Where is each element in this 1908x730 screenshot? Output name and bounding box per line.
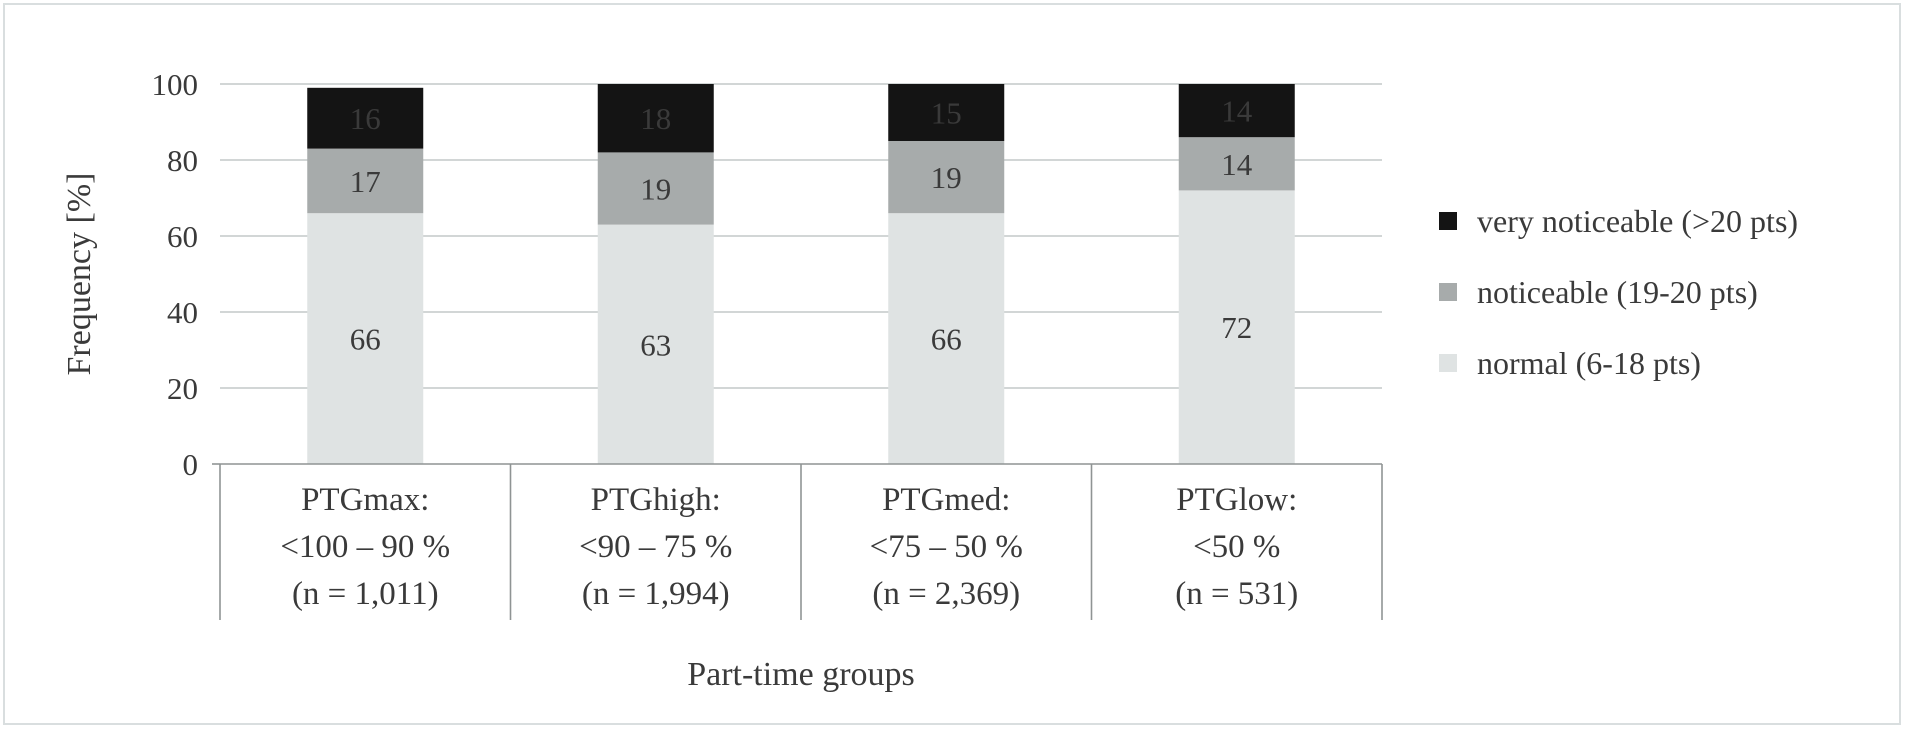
- legend-swatch: [1439, 354, 1457, 372]
- bar-segment-3: [1178, 84, 1295, 138]
- bar-segment-3: [307, 87, 424, 149]
- bar-value-label: 63: [640, 327, 671, 362]
- legend-label: very noticeable (>20 pts): [1477, 203, 1798, 239]
- stacked-bar-chart: 0 20 40 60 80 100 Frequency [%] 66 17 16 63 19 18 66 1…: [61, 67, 1798, 693]
- bar-segment-1: [597, 224, 714, 464]
- x-category-label: (n = 1,994): [582, 576, 730, 612]
- bar-segment-1: [307, 213, 424, 464]
- bar-value-label: 66: [350, 322, 381, 357]
- x-category-label: (n = 1,011): [292, 576, 439, 612]
- legend-label: normal (6-18 pts): [1477, 345, 1701, 381]
- x-category-label: PTGmed:: [882, 482, 1010, 518]
- x-category-label: PTGmax:: [301, 482, 429, 518]
- x-category-label: <75 – 50 %: [870, 529, 1023, 565]
- legend-swatch: [1439, 212, 1457, 230]
- y-tick-label: 80: [167, 143, 198, 178]
- bar-segment-2: [307, 148, 424, 214]
- y-tick-label: 40: [167, 295, 198, 330]
- x-axis-title: Part-time groups: [687, 656, 915, 693]
- bar-segment-1: [888, 213, 1005, 464]
- legend-label: noticeable (19-20 pts): [1477, 274, 1758, 310]
- y-tick-label: 100: [152, 67, 199, 102]
- bar-value-label: 19: [640, 172, 671, 207]
- y-tick-label: 60: [167, 219, 198, 254]
- bar-value-label: 15: [931, 96, 962, 131]
- x-category-label: <90 – 75 %: [579, 529, 732, 565]
- bar-segment-1: [1178, 190, 1295, 464]
- x-category-label: <50 %: [1193, 529, 1280, 565]
- bar-value-label: 14: [1221, 147, 1253, 182]
- bar-value-label: 16: [350, 101, 381, 136]
- y-axis-title: Frequency [%]: [61, 173, 98, 376]
- bar-value-label: 66: [931, 322, 962, 357]
- bar-value-label: 19: [931, 160, 962, 195]
- bar-segment-2: [888, 141, 1005, 214]
- x-category-label: <100 – 90 %: [280, 529, 450, 565]
- y-tick-label: 0: [183, 447, 199, 482]
- x-category-label: (n = 2,369): [872, 576, 1020, 612]
- bar-value-label: 72: [1221, 310, 1252, 345]
- x-category-label: (n = 531): [1175, 576, 1298, 612]
- x-category-label: PTGlow:: [1176, 482, 1297, 518]
- legend-swatch: [1439, 283, 1457, 301]
- bar-value-label: 14: [1221, 94, 1253, 129]
- bar-segment-3: [888, 84, 1005, 141]
- bar-segment-2: [1178, 137, 1295, 191]
- bar-value-label: 18: [640, 101, 671, 136]
- x-category-label: PTGhigh:: [591, 482, 721, 518]
- bar-segment-2: [597, 152, 714, 225]
- bar-value-label: 17: [350, 164, 381, 199]
- y-tick-label: 20: [167, 371, 198, 406]
- bar-segment-3: [597, 84, 714, 153]
- chart-frame: 0 20 40 60 80 100 Frequency [%] 66 17 16 63 19 18 66 1…: [3, 3, 1901, 725]
